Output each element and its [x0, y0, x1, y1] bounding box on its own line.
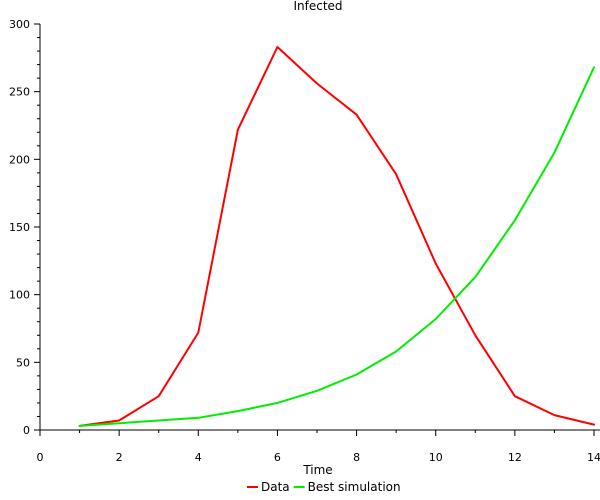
x-tick-label: 14	[587, 451, 600, 464]
chart-title: Infected	[293, 0, 342, 13]
y-tick-label: 300	[9, 18, 30, 31]
x-tick-label: 0	[37, 451, 44, 464]
legend-label: Data	[261, 480, 290, 494]
y-tick-label: 50	[16, 356, 30, 369]
legend-label: Best simulation	[308, 480, 401, 494]
x-tick-label: 12	[508, 451, 522, 464]
y-tick-label: 150	[9, 221, 30, 234]
series-line-data	[78, 46, 595, 427]
y-axis-ticks: 0 50 100 150 200 250 300	[9, 18, 40, 437]
legend-item-data[interactable]: Data	[247, 480, 290, 494]
x-tick-label: 10	[429, 451, 443, 464]
legend-item-best-simulation[interactable]: Best simulation	[293, 480, 401, 494]
series-line-best-simulation	[78, 66, 595, 427]
x-tick-label: 2	[116, 451, 123, 464]
x-tick-label: 8	[353, 451, 360, 464]
series-layer	[78, 46, 595, 427]
x-axis-title: Time	[302, 463, 332, 477]
x-tick-label: 6	[274, 451, 281, 464]
x-tick-label: 4	[195, 451, 202, 464]
y-tick-label: 250	[9, 86, 30, 99]
y-tick-label: 100	[9, 289, 30, 302]
y-tick-label: 0	[23, 424, 30, 437]
y-tick-label: 200	[9, 153, 30, 166]
x-axis-ticks: 0 2 4 6 8 10 12 14	[37, 430, 600, 464]
legend[interactable]: Data Best simulation	[247, 480, 401, 494]
